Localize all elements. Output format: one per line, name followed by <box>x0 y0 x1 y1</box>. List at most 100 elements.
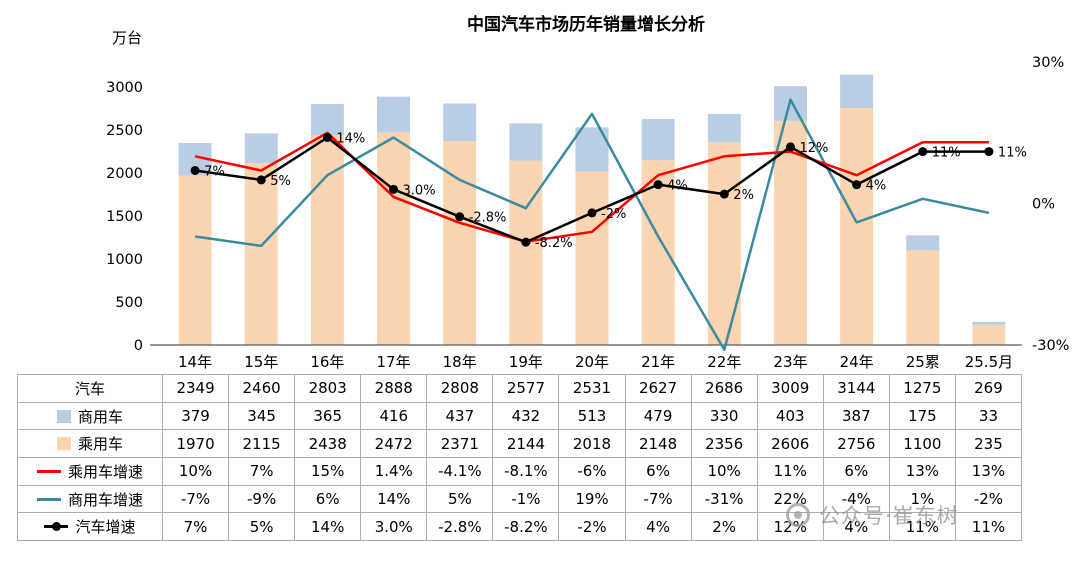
bar-commercial-vehicle <box>244 133 278 164</box>
table-cell: 2803 <box>295 375 362 403</box>
table-cell: 2144 <box>493 430 560 459</box>
bar-commercial-vehicle <box>707 114 741 143</box>
legend-cell: 汽车 <box>18 375 163 403</box>
bar-passenger-car <box>972 324 1006 345</box>
line-marker <box>389 184 399 194</box>
chart-plot-area: 0 500 1000 1500 2000 2500 3000 30% 0% -30% 7% 5% 14%… <box>106 55 1069 354</box>
x-axis-label: 17年 <box>376 353 411 371</box>
table-cell: 1970 <box>163 430 230 459</box>
table-cell: 175 <box>889 402 956 431</box>
line-marker <box>587 208 597 218</box>
legend-label: 乘用车增速 <box>67 462 143 481</box>
x-axis-label: 25.5月 <box>964 353 1014 371</box>
table-cell: 365 <box>295 402 362 431</box>
bar-commercial-vehicle <box>840 74 874 108</box>
bar-passenger-car <box>707 142 741 345</box>
legend-label: 商用车 <box>77 407 123 426</box>
data-label: -8.2% <box>535 236 573 251</box>
bar-passenger-car <box>641 160 675 345</box>
data-label: 14% <box>336 131 365 146</box>
table-cell: 7% <box>229 458 296 486</box>
line-series <box>194 98 990 351</box>
legend-label: 商用车增速 <box>67 490 143 509</box>
table-cell: 13% <box>955 458 1022 486</box>
table-cell: 432 <box>493 402 560 431</box>
legend-key-icon <box>56 437 71 451</box>
table-cell: 22% <box>757 485 824 514</box>
table-cell: -2% <box>559 513 626 542</box>
left-axis-tick-label: 500 <box>115 295 143 311</box>
bar-commercial-vehicle <box>310 103 344 136</box>
table-cell: -6% <box>559 458 626 486</box>
legend-label: 汽车 <box>74 379 105 398</box>
table-cell: 2627 <box>625 375 692 403</box>
x-axis-label: 24年 <box>839 353 874 371</box>
table-cell: 2371 <box>427 430 494 459</box>
table-cell: 6% <box>625 458 692 486</box>
table-cell: 3.0% <box>361 513 428 542</box>
table-cell: 33 <box>955 402 1022 431</box>
data-table: 汽车 2349 2460 2803 2888 2808 2577 2531 2627 2686 30… <box>17 374 1022 542</box>
table-cell: 2472 <box>361 430 428 459</box>
table-cell: 5% <box>427 485 494 514</box>
data-label: 3.0% <box>403 183 436 198</box>
data-label: 11% <box>998 146 1027 161</box>
line-marker <box>719 189 729 199</box>
table-cell: -8.2% <box>493 513 560 542</box>
table-cell: -1% <box>493 485 560 514</box>
x-axis-labels: 14年 15年 16年 17年 18年 19年 20年 21年 22年 23年 24年 25累 25.5… <box>162 351 1022 373</box>
bar-commercial-vehicle <box>972 321 1006 325</box>
table-cell: 1% <box>889 485 956 514</box>
legend-cell: 商用车增速 <box>18 485 163 514</box>
line-marker <box>322 132 332 142</box>
bar-passenger-car <box>178 175 212 345</box>
table-cell: 14% <box>361 485 428 514</box>
line-series <box>194 131 989 243</box>
right-axis-tick-label: -30% <box>1032 338 1069 354</box>
x-axis-label: 25累 <box>905 353 940 371</box>
table-cell: 1.4% <box>361 458 428 486</box>
line-marker <box>455 212 465 222</box>
bar-commercial-vehicle <box>377 96 411 133</box>
table-cell: 5% <box>229 513 296 542</box>
bar-passenger-car <box>310 135 344 345</box>
left-axis-tick-label: 1000 <box>106 252 143 268</box>
data-label: 2% <box>733 188 754 203</box>
x-axis-label: 20年 <box>574 353 610 371</box>
table-cell: 2577 <box>493 375 560 403</box>
table-cell: 15% <box>295 458 362 486</box>
legend-cell: 乘用车增速 <box>18 458 163 486</box>
legend-cell: 乘用车 <box>18 430 163 459</box>
x-axis-label: 16年 <box>310 353 345 371</box>
line-marker <box>984 147 994 157</box>
table-cell: 2356 <box>691 430 758 459</box>
bar-passenger-car <box>377 132 411 345</box>
bar-commercial-vehicle <box>509 123 543 161</box>
bar-commercial-vehicle <box>641 119 675 161</box>
legend-key-icon <box>36 497 61 501</box>
bar-passenger-car <box>906 250 940 345</box>
line-marker <box>521 237 531 247</box>
line-marker <box>256 175 266 185</box>
table-cell: 6% <box>823 458 890 486</box>
line-marker <box>852 180 862 190</box>
table-cell: 2438 <box>295 430 362 459</box>
table-cell: 235 <box>955 430 1022 459</box>
data-label: 4% <box>866 179 887 194</box>
x-axis-label: 19年 <box>508 353 543 371</box>
table-cell: 19% <box>559 485 626 514</box>
table-cell: 379 <box>163 402 230 431</box>
line-marker <box>653 180 663 190</box>
x-axis-label: 18年 <box>442 353 477 371</box>
table-cell: -2% <box>955 485 1022 514</box>
data-label: -2.8% <box>469 211 507 226</box>
legend-key-icon <box>36 469 61 473</box>
table-cell: 403 <box>757 402 824 431</box>
table-cell: 2115 <box>229 430 296 459</box>
table-cell: 11% <box>889 513 956 542</box>
bar-passenger-car <box>840 107 874 345</box>
table-cell: 2018 <box>559 430 626 459</box>
table-cell: 6% <box>295 485 362 514</box>
table-cell: 2606 <box>757 430 824 459</box>
